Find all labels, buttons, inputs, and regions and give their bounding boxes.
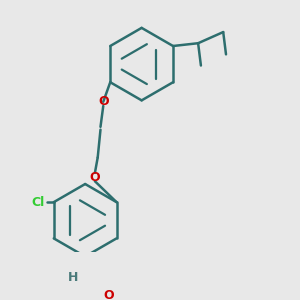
Text: O: O [90, 170, 100, 184]
Text: O: O [103, 289, 114, 300]
Text: H: H [68, 271, 78, 284]
Text: Cl: Cl [32, 196, 45, 208]
Text: O: O [98, 95, 109, 108]
